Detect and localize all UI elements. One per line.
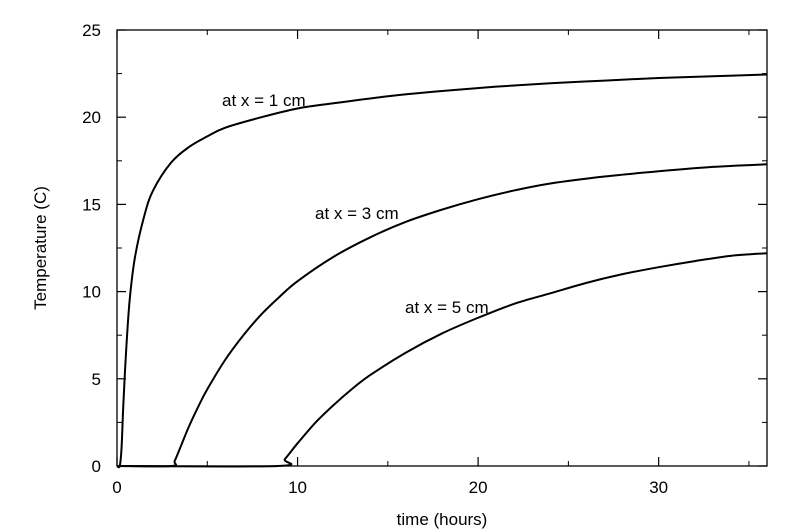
x-tick-label: 0 xyxy=(112,478,121,497)
y-tick-label: 10 xyxy=(82,283,101,302)
plot-frame xyxy=(116,29,768,467)
y-tick-label: 5 xyxy=(92,370,101,389)
series-label-x1: at x = 1 cm xyxy=(222,91,306,110)
x-axis-label: time (hours) xyxy=(397,510,488,529)
series-line-x1 xyxy=(116,73,768,469)
series-label-x5: at x = 5 cm xyxy=(405,298,489,317)
y-tick-label: 20 xyxy=(82,108,101,127)
series-label-x3: at x = 3 cm xyxy=(315,204,399,223)
x-tick-label: 20 xyxy=(469,478,488,497)
y-tick-label: 25 xyxy=(82,21,101,40)
series-line-x3 xyxy=(116,163,768,468)
x-tick-label: 10 xyxy=(288,478,307,497)
y-axis-label: Temperature (C) xyxy=(31,186,50,310)
x-tick-label: 30 xyxy=(649,478,668,497)
y-tick-label: 15 xyxy=(82,195,101,214)
y-tick-label: 0 xyxy=(92,457,101,476)
series-lines xyxy=(116,73,768,469)
axis-ticks: 0 10 20 30 0 5 10 15 20 25 xyxy=(82,21,767,497)
series-line-x5 xyxy=(116,252,768,468)
